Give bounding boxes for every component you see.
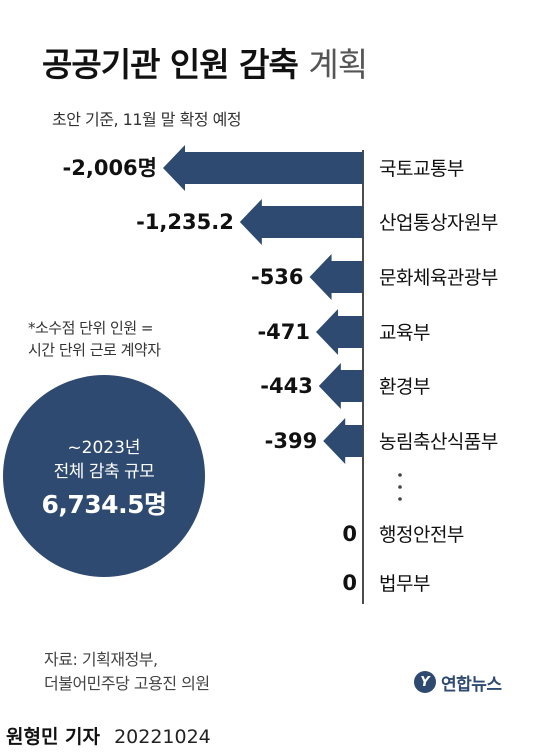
category-label: 교육부 — [379, 322, 430, 344]
total-label: 전체 감축 규모 — [53, 462, 155, 482]
title-main: 공공기관 인원 감축 — [42, 45, 299, 84]
bar-arrow — [309, 254, 363, 300]
value-label: 0 — [342, 522, 357, 546]
category-label: 문화체육관광부 — [379, 267, 498, 289]
category-label: 환경부 — [379, 376, 430, 398]
ellipsis-dot — [398, 497, 402, 501]
source-note: 자료: 기획재정부, 더불어민주당 고용진 의원 — [44, 648, 210, 696]
category-label: 농림축산식품부 — [379, 431, 498, 453]
category-label: 법무부 — [379, 573, 430, 595]
value-label: -471 — [257, 320, 310, 344]
value-label: -443 — [260, 374, 313, 398]
category-label: 행정안전부 — [379, 524, 464, 546]
subtitle: 초안 기준, 11월 말 확정 예정 — [52, 110, 242, 129]
footnote: *소수점 단위 인원 = 시간 단위 근로 계약자 — [28, 317, 161, 361]
value-label: -1,235.2 — [136, 210, 234, 234]
category-label: 산업통상자원부 — [379, 212, 498, 234]
ellipsis-dot — [398, 473, 402, 477]
total-value: 6,734.5명 — [41, 490, 167, 519]
yonhap-logo-text: 연합뉴스 — [441, 674, 502, 695]
ellipsis-dot — [398, 485, 402, 489]
bar-arrow — [323, 418, 363, 464]
value-label: -399 — [265, 429, 318, 453]
bar-arrow — [163, 145, 363, 191]
publish-date: 20221024 — [114, 726, 211, 748]
yonhap-logo-icon: Y — [414, 671, 436, 693]
source-line-1: 자료: 기획재정부, — [44, 650, 158, 669]
byline: 원형민 기자 20221024 — [6, 722, 211, 749]
page-title: 공공기관 인원 감축 계획 — [42, 38, 368, 86]
bar-arrow — [316, 309, 363, 355]
footnote-line-1: *소수점 단위 인원 = — [28, 319, 153, 337]
value-label: 0 — [342, 571, 357, 595]
bar-chart: -2,006명 국토교통부 -1,235.2 산업통상자원부 -536 문화체육관광부 -4… — [63, 145, 498, 604]
category-label: 국토교통부 — [379, 158, 464, 180]
bar-arrow — [318, 363, 363, 409]
reporter-name: 원형민 기자 — [6, 726, 101, 748]
footnote-line-2: 시간 단위 근로 계약자 — [28, 341, 161, 359]
value-label: -2,006명 — [63, 156, 157, 180]
source-line-2: 더불어민주당 고용진 의원 — [44, 674, 210, 693]
value-label: -536 — [251, 265, 304, 289]
title-suffix: 계획 — [308, 45, 368, 84]
bar-arrow — [239, 199, 363, 245]
total-period: ~2023년 — [67, 438, 141, 458]
yonhap-logo: Y 연합뉴스 — [414, 668, 502, 696]
total-reduction-circle: ~2023년 전체 감축 규모 6,734.5명 — [3, 375, 205, 577]
